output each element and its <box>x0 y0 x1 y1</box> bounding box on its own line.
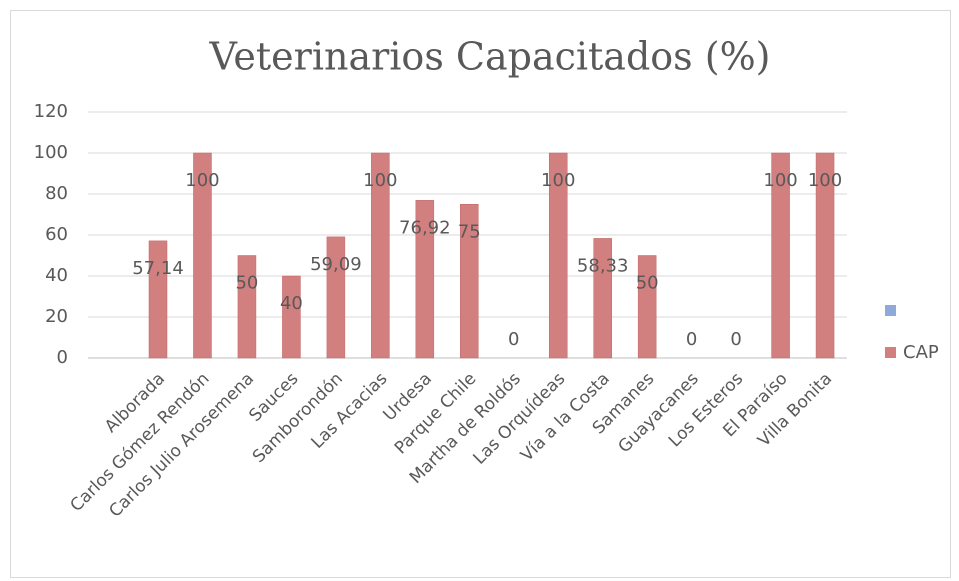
bar <box>237 255 257 359</box>
y-tick-label: 80 <box>45 183 68 204</box>
y-tick-label: 100 <box>34 142 68 163</box>
bar <box>415 200 435 359</box>
bar <box>148 240 168 359</box>
legend-label: CAP <box>903 342 939 363</box>
y-tick-label: 120 <box>34 101 68 122</box>
data-label: 58,33 <box>577 255 629 276</box>
bar <box>815 152 835 359</box>
data-label: 50 <box>235 273 258 294</box>
data-label: 50 <box>636 273 659 294</box>
bar <box>193 152 212 359</box>
bar <box>771 152 790 359</box>
bar <box>326 236 346 359</box>
data-label: 100 <box>763 170 797 191</box>
data-label: 59,09 <box>310 254 362 275</box>
y-tick-label: 60 <box>45 224 68 245</box>
data-label: 0 <box>686 329 697 350</box>
data-label: 100 <box>541 170 575 191</box>
data-label: 40 <box>280 293 303 314</box>
data-label: 100 <box>363 170 397 191</box>
legend-swatch <box>885 347 896 358</box>
data-label: 0 <box>730 329 741 350</box>
y-tick-label: 40 <box>45 265 68 286</box>
y-tick-label: 20 <box>45 306 68 327</box>
data-label: 76,92 <box>399 217 451 238</box>
y-tick-label: 0 <box>57 347 68 368</box>
bar <box>371 152 390 359</box>
bar <box>593 238 612 359</box>
bar <box>460 204 479 359</box>
data-label: 75 <box>458 221 481 242</box>
data-label: 0 <box>508 329 519 350</box>
data-label: 100 <box>185 170 219 191</box>
bar <box>548 152 568 359</box>
chart-title: Veterinarios Capacitados (%) <box>208 35 770 79</box>
bar <box>637 255 657 359</box>
legend-swatch <box>885 305 896 316</box>
bar <box>282 275 301 359</box>
data-label: 100 <box>808 170 842 191</box>
data-label: 57,14 <box>132 258 184 279</box>
